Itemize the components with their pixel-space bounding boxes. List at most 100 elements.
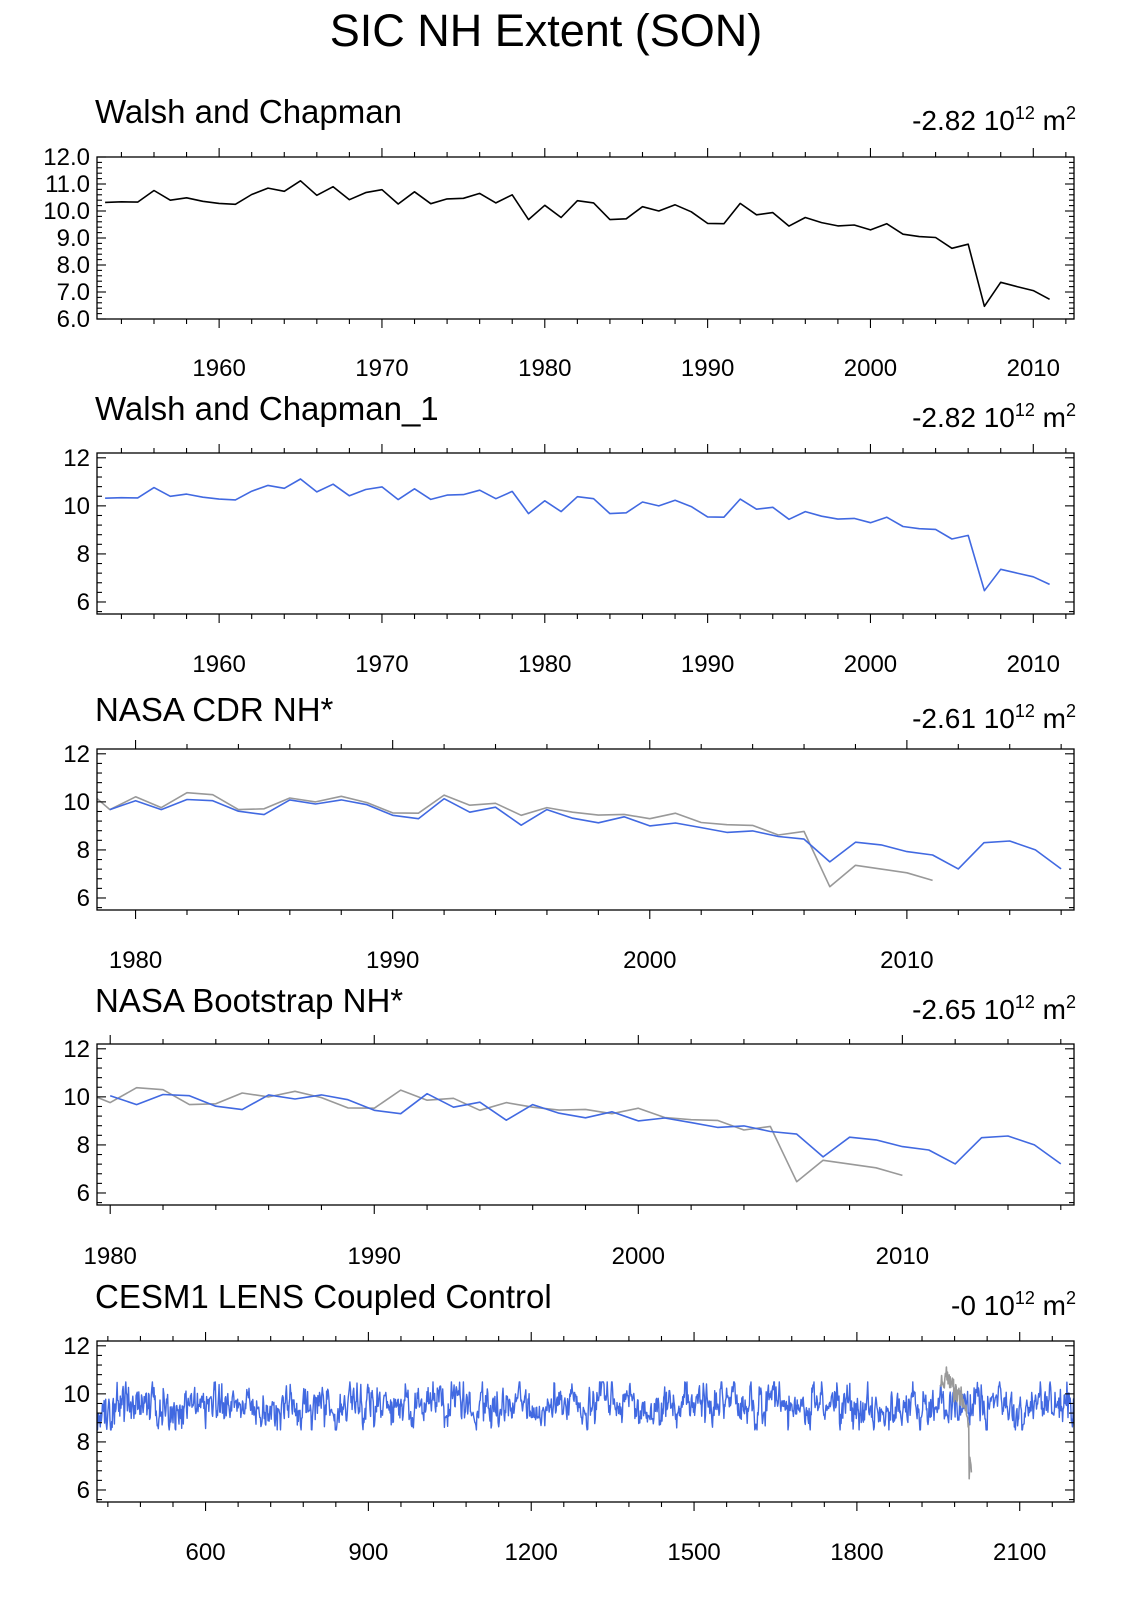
- plot-area: [97, 1086, 1062, 1183]
- y-tick-label: 10: [63, 493, 90, 520]
- x-tick-label: 1980: [84, 1243, 137, 1270]
- y-tick-label: 6: [77, 885, 90, 912]
- trend-unit: m: [1035, 1290, 1066, 1321]
- x-tick-label: 1960: [192, 651, 245, 678]
- x-tick-label: 1200: [505, 1539, 558, 1566]
- y-tick-label: 7.0: [57, 279, 90, 306]
- trend-unit-exponent: 2: [1066, 701, 1076, 721]
- trend-unit-exponent: 2: [1066, 400, 1076, 420]
- trend-exponent: 12: [1015, 1288, 1035, 1308]
- plot-area: [97, 791, 1062, 888]
- y-tick-label: 8: [77, 1132, 90, 1159]
- y-tick-label: 6: [77, 1180, 90, 1207]
- x-tick-label: 600: [186, 1539, 226, 1566]
- plot-area: [105, 478, 1050, 592]
- panel-title: Walsh and Chapman_1: [95, 390, 439, 427]
- series-line-1: [105, 180, 1050, 308]
- x-tick-label: 1980: [518, 355, 571, 382]
- x-tick-label: 2010: [876, 1243, 929, 1270]
- plot-frame: [96, 748, 1075, 911]
- y-tick-label: 8: [77, 1429, 90, 1456]
- x-tick-label: 2000: [844, 355, 897, 382]
- x-tick-label: 1960: [192, 355, 245, 382]
- trend-value: -2.61 10: [912, 703, 1015, 734]
- x-tick-label: 2100: [993, 1539, 1046, 1566]
- x-tick-label: 1990: [348, 1243, 401, 1270]
- y-tick-label: 6: [77, 1477, 90, 1504]
- trend-unit: m: [1035, 994, 1066, 1025]
- x-tick-label: 1970: [355, 355, 408, 382]
- plot-frame: [96, 452, 1075, 615]
- plot-frame: [96, 1340, 1075, 1503]
- y-tick-label: 10: [63, 1381, 90, 1408]
- trend-value: -2.82 10: [912, 105, 1015, 136]
- panel-2: Walsh and Chapman_1 -2.82 1012 m268101219…: [63, 390, 1076, 678]
- figure-title: SIC NH Extent (SON): [330, 5, 763, 56]
- y-tick-label: 11.0: [45, 171, 90, 198]
- plot-frame: [96, 156, 1075, 320]
- trend-label: -2.65 1012 m2: [912, 992, 1076, 1025]
- panel-1: Walsh and Chapman -2.82 1012 m2 6.07.08.09…: [43, 93, 1076, 382]
- trend-unit: m: [1035, 703, 1066, 734]
- y-tick-label: 9.0: [57, 225, 90, 252]
- series-line-2: [939, 1366, 973, 1480]
- x-tick-label: 1800: [830, 1539, 883, 1566]
- trend-unit-exponent: 2: [1066, 1288, 1076, 1308]
- y-tick-label: 8: [77, 541, 90, 568]
- x-tick-label: 900: [348, 1539, 388, 1566]
- series-line-2: [109, 797, 1062, 870]
- trend-label: -2.61 1012 m2: [912, 701, 1076, 734]
- trend-unit-exponent: 2: [1066, 992, 1076, 1012]
- y-tick-label: 10: [63, 1084, 90, 1111]
- y-tick-label: 6: [77, 589, 90, 616]
- x-tick-label: 1990: [366, 947, 419, 974]
- plot-frame: [96, 1043, 1075, 1206]
- trend-unit: m: [1035, 402, 1066, 433]
- x-tick-label: 1990: [681, 651, 734, 678]
- series-line-1: [97, 1381, 1074, 1431]
- trend-unit-exponent: 2: [1066, 103, 1076, 123]
- panel-5: CESM1 LENS Coupled Control -0 1012 m2 6 8 10…: [63, 1278, 1076, 1566]
- trend-label: -0 1012 m2: [951, 1288, 1076, 1321]
- y-tick-label: 12.0: [43, 144, 90, 171]
- x-tick-label: 1980: [109, 947, 162, 974]
- x-tick-label: 1980: [518, 651, 571, 678]
- y-tick-label: 8: [77, 837, 90, 864]
- x-tick-label: 2000: [623, 947, 676, 974]
- y-tick-label: 8.0: [57, 252, 90, 279]
- series-line-1: [97, 1086, 903, 1183]
- trend-exponent: 12: [1015, 992, 1035, 1012]
- panel-title: CESM1 LENS Coupled Control: [95, 1278, 552, 1315]
- y-tick-label: 6.0: [57, 306, 90, 333]
- x-tick-label: 2010: [1007, 651, 1060, 678]
- y-tick-label: 12: [63, 1333, 90, 1360]
- trend-label: -2.82 1012 m2: [912, 400, 1076, 433]
- trend-exponent: 12: [1015, 103, 1035, 123]
- trend-value: -2.82 10: [912, 402, 1015, 433]
- x-tick-label: 2000: [612, 1243, 665, 1270]
- series-line-2: [109, 1092, 1062, 1165]
- trend-value: -2.65 10: [912, 994, 1015, 1025]
- x-tick-label: 2000: [844, 651, 897, 678]
- panel-title: NASA CDR NH*: [95, 691, 334, 728]
- trend-exponent: 12: [1015, 701, 1035, 721]
- plot-area: [97, 1366, 1074, 1480]
- x-tick-label: 1990: [681, 355, 734, 382]
- trend-unit: m: [1035, 105, 1066, 136]
- x-tick-label: 1500: [667, 1539, 720, 1566]
- trend-label: -2.82 1012 m2: [912, 103, 1076, 136]
- y-tick-label: 12: [63, 741, 90, 768]
- series-line-1: [105, 478, 1050, 592]
- x-tick-label: 2010: [880, 947, 933, 974]
- trend-exponent: 12: [1015, 400, 1035, 420]
- panel-4: NASA Bootstrap NH* -2.65 1012 m2681012198…: [63, 982, 1076, 1270]
- y-tick-label: 12: [63, 1036, 90, 1063]
- panel-title: NASA Bootstrap NH*: [95, 982, 403, 1019]
- x-tick-label: 2010: [1007, 355, 1060, 382]
- x-tick-label: 1970: [355, 651, 408, 678]
- y-tick-label: 10.0: [43, 198, 90, 225]
- y-tick-label: 12: [63, 445, 90, 472]
- y-tick-label: 10: [63, 789, 90, 816]
